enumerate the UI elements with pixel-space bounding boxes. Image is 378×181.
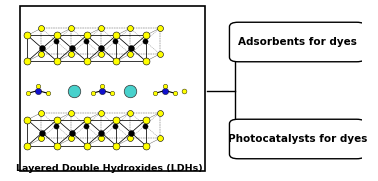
Text: Layered Double Hydroxides (LDHs): Layered Double Hydroxides (LDHs) <box>16 164 203 173</box>
FancyBboxPatch shape <box>229 22 365 62</box>
Text: Photocatalysts for dyes: Photocatalysts for dyes <box>228 134 367 144</box>
FancyBboxPatch shape <box>20 6 205 171</box>
FancyBboxPatch shape <box>229 119 365 159</box>
Text: Adsorbents for dyes: Adsorbents for dyes <box>238 37 357 47</box>
